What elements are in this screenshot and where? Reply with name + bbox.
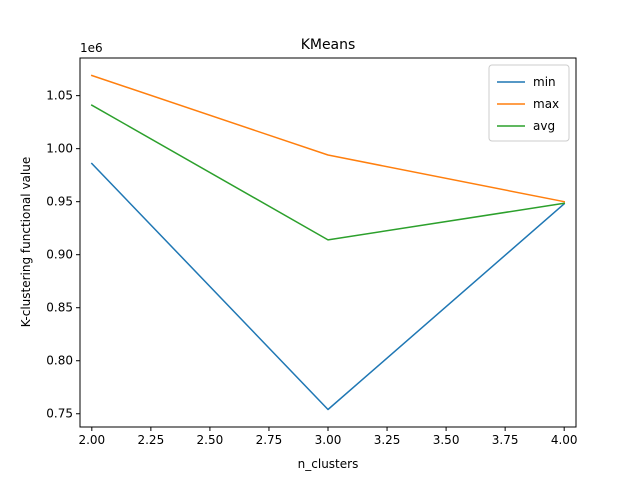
x-tick-label: 3.75 xyxy=(492,433,519,447)
y-tick-label: 0.90 xyxy=(46,248,73,262)
legend: min max avg xyxy=(488,64,570,142)
series-lines xyxy=(90,74,566,411)
legend-label-avg: avg xyxy=(533,119,555,133)
x-tick-label: 3.25 xyxy=(374,433,401,447)
chart-title: KMeans xyxy=(301,37,356,53)
x-tick-label: 2.00 xyxy=(78,433,105,447)
series-line-min xyxy=(90,162,566,411)
x-axis-ticks: 2.00 2.25 2.50 2.75 3.00 3.25 3.50 3.75 4.00 xyxy=(78,427,578,447)
x-tick-label: 3.00 xyxy=(315,433,342,447)
series-line-max xyxy=(90,74,566,203)
y-tick-label: 0.80 xyxy=(46,354,73,368)
x-axis-label: n_clusters xyxy=(298,457,359,471)
legend-box xyxy=(488,64,570,142)
x-tick-label: 2.50 xyxy=(197,433,224,447)
y-tick-label: 0.95 xyxy=(46,195,73,209)
plot-frame xyxy=(79,57,577,428)
x-tick-label: 3.50 xyxy=(433,433,460,447)
y-axis-label: K-clustering functional value xyxy=(19,157,33,327)
y-tick-label: 0.75 xyxy=(46,407,73,421)
x-tick-label: 2.25 xyxy=(137,433,164,447)
y-axis-ticks: 0.75 0.80 0.85 0.90 0.95 1.00 1.05 xyxy=(46,89,80,421)
y-tick-label: 1.05 xyxy=(46,89,73,103)
y-tick-label: 0.85 xyxy=(46,301,73,315)
x-tick-label: 2.75 xyxy=(256,433,283,447)
series-line-avg xyxy=(90,104,566,241)
y-tick-label: 1.00 xyxy=(46,142,73,156)
legend-label-min: min xyxy=(533,75,556,89)
x-tick-label: 4.00 xyxy=(551,433,578,447)
legend-label-max: max xyxy=(533,97,559,111)
y-offset-label: 1e6 xyxy=(80,41,103,55)
